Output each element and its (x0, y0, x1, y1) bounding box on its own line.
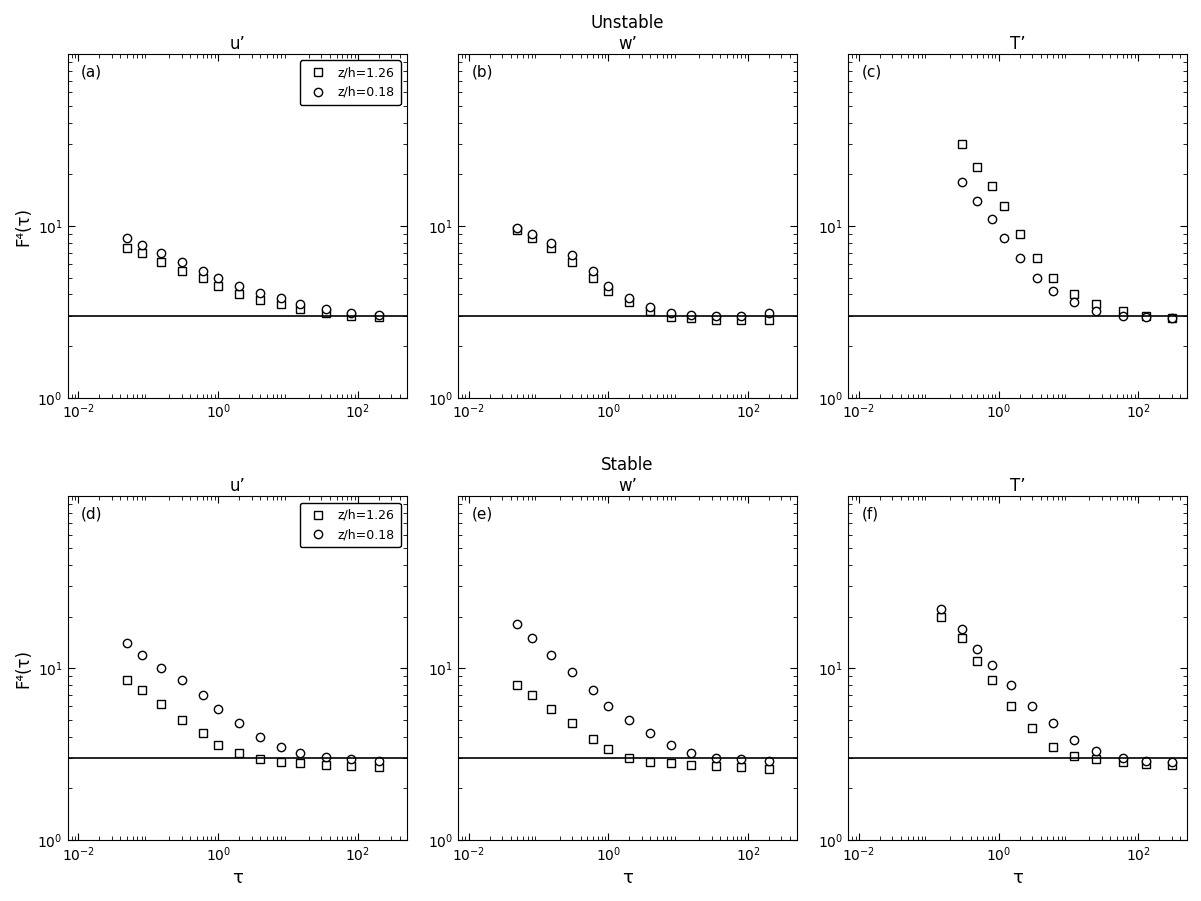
Title: T’: T’ (1010, 477, 1026, 495)
Y-axis label: F⁴(τ): F⁴(τ) (14, 206, 32, 246)
X-axis label: τ: τ (622, 869, 633, 887)
Text: (d): (d) (82, 506, 102, 522)
Title: u’: u’ (229, 477, 245, 495)
Y-axis label: F⁴(τ): F⁴(τ) (14, 649, 32, 687)
Text: (e): (e) (471, 506, 492, 522)
Title: Stable
w’: Stable w’ (602, 456, 653, 495)
Title: u’: u’ (229, 35, 245, 52)
Text: (b): (b) (471, 65, 492, 79)
X-axis label: τ: τ (1012, 869, 1023, 887)
Text: (a): (a) (82, 65, 102, 79)
Legend: z/h=1.26, z/h=0.18: z/h=1.26, z/h=0.18 (300, 60, 400, 105)
Legend: z/h=1.26, z/h=0.18: z/h=1.26, z/h=0.18 (300, 503, 400, 548)
Title: Unstable
w’: Unstable w’ (591, 14, 664, 52)
X-axis label: τ: τ (232, 869, 243, 887)
Title: T’: T’ (1010, 35, 1026, 52)
Text: (c): (c) (861, 65, 882, 79)
Text: (f): (f) (861, 506, 879, 522)
